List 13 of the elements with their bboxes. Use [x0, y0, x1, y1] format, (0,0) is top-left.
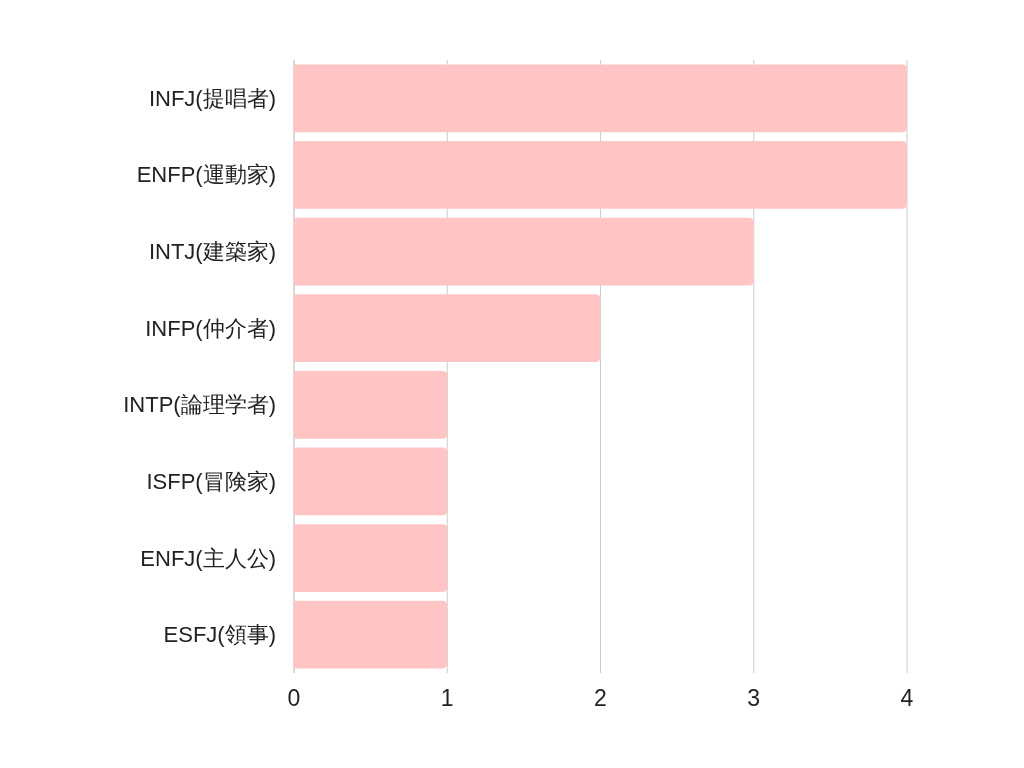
x-tick-label: 2	[594, 685, 607, 711]
y-tick-label: ENFP(運動家)	[136, 162, 276, 188]
y-tick-label: INFP(仲介者)	[145, 315, 276, 341]
y-tick-label: ESFJ(領事)	[163, 622, 276, 648]
y-tick-label: ISFP(冒険家)	[146, 468, 276, 494]
x-tick-label: 0	[287, 685, 301, 711]
y-tick-label: INFJ(提唱者)	[148, 85, 276, 111]
x-tick-label: 3	[747, 685, 761, 711]
y-tick-label: ENFJ(主人公)	[140, 545, 276, 571]
x-tick-label: 4	[900, 685, 914, 711]
y-tick-label: INTJ(建築家)	[148, 239, 276, 265]
y-tick-label: INTP(論理学者)	[123, 392, 276, 418]
x-tick-label: 1	[440, 685, 454, 711]
